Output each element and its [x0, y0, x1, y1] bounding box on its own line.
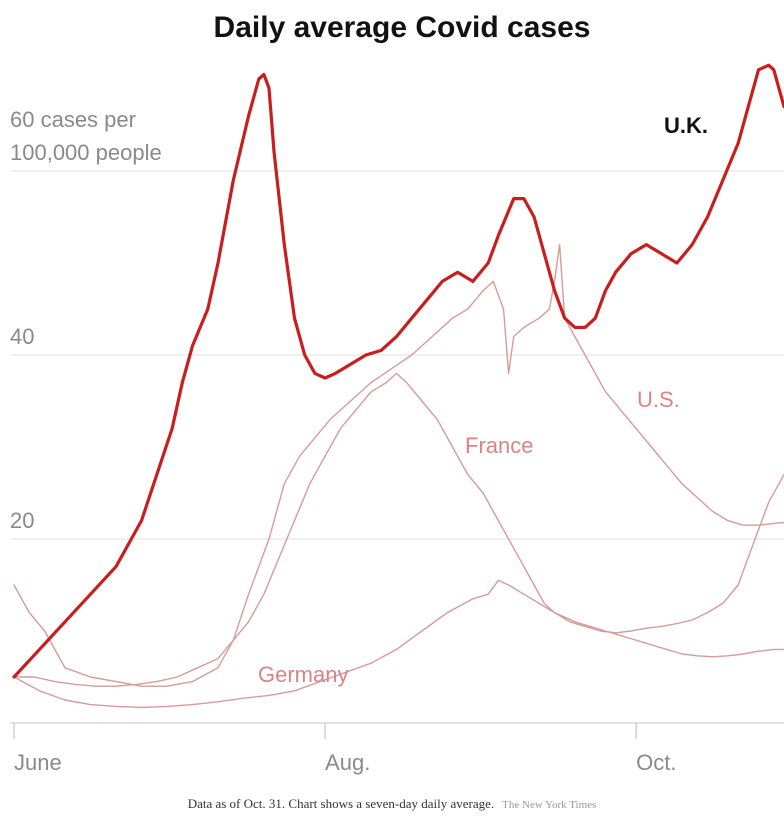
series-label-uk: U.K. — [664, 113, 708, 138]
series-labels: U.K. U.S. France Germany — [258, 113, 708, 687]
chart-footnote: Data as of Oct. 31. Chart shows a seven-… — [188, 795, 597, 812]
series-line-uk — [12, 63, 784, 679]
y-tick-label-40: 40 — [10, 324, 34, 349]
series-label-us: U.S. — [637, 387, 680, 412]
x-tick-label: Aug. — [325, 750, 370, 775]
series-label-germany: Germany — [258, 662, 348, 687]
x-axis: June Aug. Oct. — [13, 723, 676, 775]
y-unit-label-line2: 100,000 people — [10, 140, 162, 165]
x-tick-label: June — [14, 750, 62, 775]
y-axis-labels: 60 cases per 100,000 people 40 20 — [10, 107, 162, 533]
footnote-text: Data as of Oct. 31. Chart shows a seven-… — [188, 796, 494, 811]
y-unit-label-line1: 60 cases per — [10, 107, 136, 132]
series-line-france — [13, 372, 784, 687]
y-tick-label-20: 20 — [10, 508, 34, 533]
grid — [10, 170, 784, 724]
footnote-source: The New York Times — [502, 799, 596, 811]
series-lines — [12, 63, 784, 709]
chart-title: Daily average Covid cases — [214, 11, 591, 44]
series-label-france: France — [465, 433, 533, 458]
series-line-germany — [13, 473, 784, 709]
series-line-us — [13, 243, 784, 687]
x-tick-label: Oct. — [636, 750, 676, 775]
